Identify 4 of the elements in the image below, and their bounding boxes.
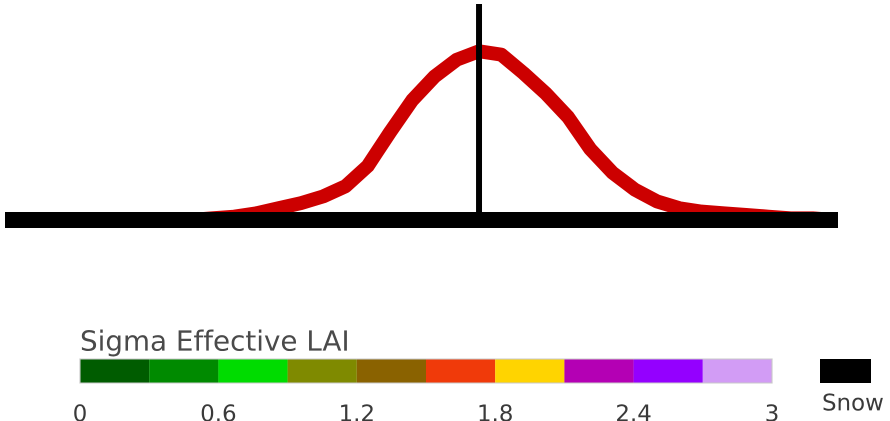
chart-title: Sigma Effective LAI (82, 330, 347, 356)
x-tick-label: 1.2 (341, 404, 373, 421)
legend-label: Snow (824, 393, 883, 411)
x-tick-label: 2.4 (617, 404, 651, 421)
